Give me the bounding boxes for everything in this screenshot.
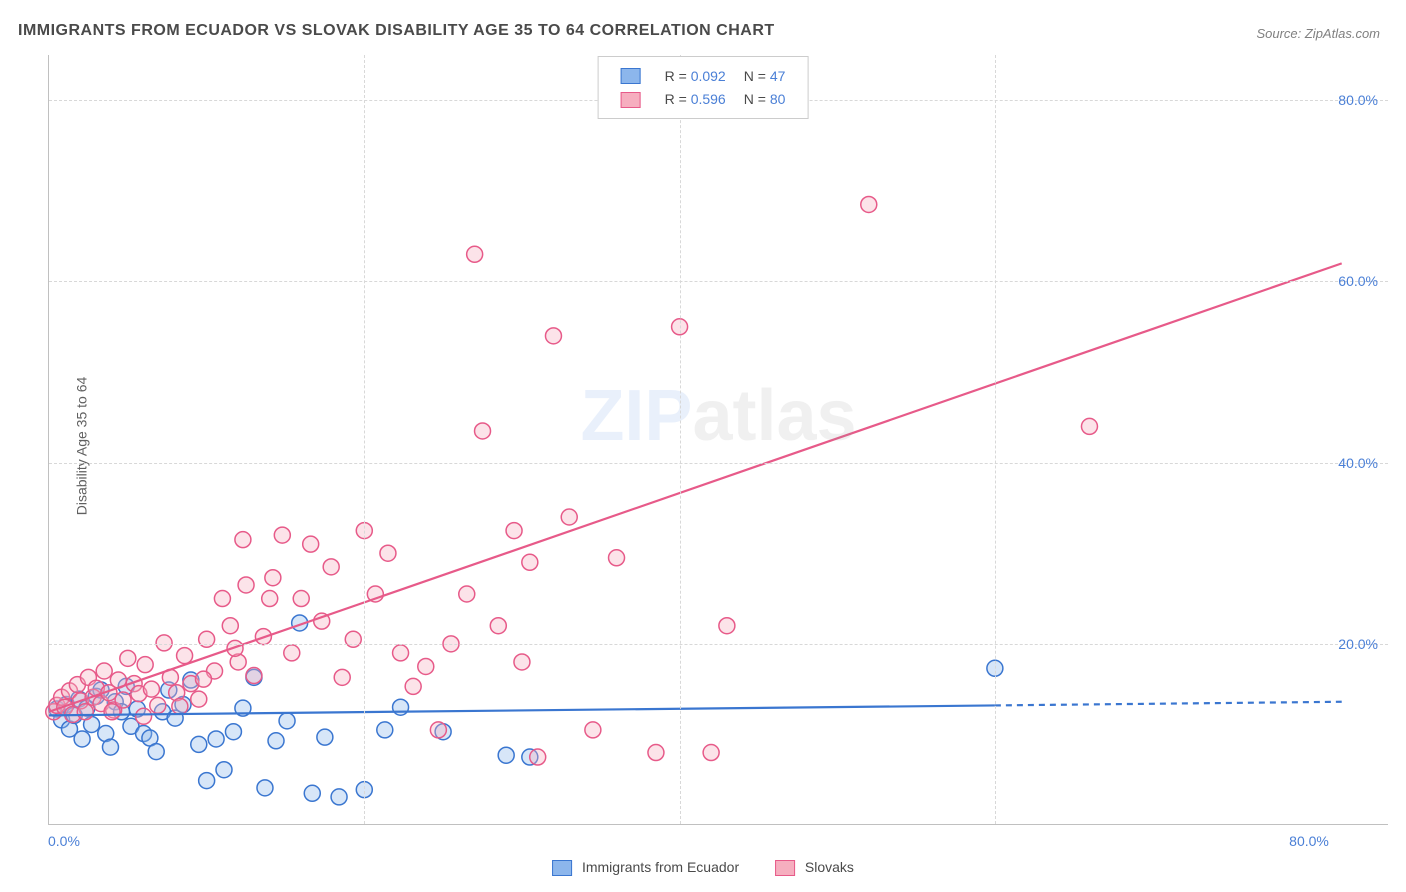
data-point	[246, 668, 262, 684]
data-point	[345, 631, 361, 647]
data-point	[104, 704, 120, 720]
data-point	[514, 654, 530, 670]
data-point	[317, 729, 333, 745]
chart-title: IMMIGRANTS FROM ECUADOR VS SLOVAK DISABI…	[18, 22, 775, 40]
data-point	[475, 423, 491, 439]
data-point	[274, 527, 290, 543]
x-tick-label-min: 0.0%	[48, 833, 80, 849]
data-point	[102, 739, 118, 755]
data-point	[380, 545, 396, 561]
data-point	[214, 591, 230, 607]
data-point	[545, 328, 561, 344]
data-point	[334, 669, 350, 685]
chart-svg	[49, 55, 1388, 824]
swatch-slovaks-icon	[621, 92, 641, 108]
data-point	[490, 618, 506, 634]
data-point	[304, 785, 320, 801]
data-point	[530, 749, 546, 765]
swatch-slovaks-bottom-icon	[775, 860, 795, 876]
plot-area: ZIPatlas 20.0%40.0%60.0%80.0%	[48, 55, 1388, 825]
data-point	[238, 577, 254, 593]
legend-label-slovaks: Slovaks	[805, 859, 854, 875]
data-point	[405, 678, 421, 694]
data-point	[609, 550, 625, 566]
stats-row-slovaks: R = 0.596 N = 80	[613, 88, 794, 109]
data-point	[265, 570, 281, 586]
r-value-slovaks: 0.596	[691, 91, 726, 107]
data-point	[323, 559, 339, 575]
data-point	[585, 722, 601, 738]
legend-item-ecuador: Immigrants from Ecuador	[552, 859, 739, 876]
data-point	[262, 591, 278, 607]
n-label-ecuador: N =	[744, 68, 766, 84]
stats-row-ecuador: R = 0.092 N = 47	[613, 65, 794, 86]
source-label: Source: ZipAtlas.com	[1256, 26, 1380, 41]
data-point	[143, 681, 159, 697]
data-point	[235, 532, 251, 548]
r-value-ecuador: 0.092	[691, 68, 726, 84]
data-point	[498, 747, 514, 763]
r-label-ecuador: R =	[665, 68, 687, 84]
data-point	[199, 631, 215, 647]
data-point	[120, 650, 136, 666]
data-point	[648, 745, 664, 761]
data-point	[303, 536, 319, 552]
data-point	[430, 722, 446, 738]
y-tick-label: 60.0%	[1338, 273, 1378, 289]
data-point	[172, 698, 188, 714]
data-point	[225, 724, 241, 740]
legend-label-ecuador: Immigrants from Ecuador	[582, 859, 739, 875]
swatch-ecuador-icon	[621, 68, 641, 84]
y-tick-label: 80.0%	[1338, 92, 1378, 108]
data-point	[199, 773, 215, 789]
data-point	[703, 745, 719, 761]
data-point	[284, 645, 300, 661]
data-point	[195, 671, 211, 687]
stats-legend: R = 0.092 N = 47 R = 0.596 N = 80	[598, 56, 809, 119]
data-point	[96, 663, 112, 679]
data-point	[293, 591, 309, 607]
y-tick-label: 40.0%	[1338, 455, 1378, 471]
data-point	[216, 762, 232, 778]
data-point	[459, 586, 475, 602]
x-tick-label-max: 80.0%	[1289, 833, 1329, 849]
n-label-slovaks: N =	[744, 91, 766, 107]
data-point	[208, 731, 224, 747]
data-point	[148, 744, 164, 760]
data-point	[1081, 418, 1097, 434]
data-point	[377, 722, 393, 738]
data-point	[136, 708, 152, 724]
swatch-ecuador-bottom-icon	[552, 860, 572, 876]
data-point	[257, 780, 273, 796]
data-point	[150, 697, 166, 713]
data-point	[191, 691, 207, 707]
series-legend: Immigrants from Ecuador Slovaks	[536, 859, 870, 876]
data-point	[522, 554, 538, 570]
trend-line-dashed	[995, 702, 1342, 706]
data-point	[467, 246, 483, 262]
r-label-slovaks: R =	[665, 91, 687, 107]
data-point	[268, 733, 284, 749]
n-value-slovaks: 80	[770, 91, 786, 107]
data-point	[222, 618, 238, 634]
n-value-ecuador: 47	[770, 68, 786, 84]
data-point	[418, 658, 434, 674]
data-point	[719, 618, 735, 634]
data-point	[279, 713, 295, 729]
data-point	[74, 731, 90, 747]
data-point	[191, 736, 207, 752]
y-tick-label: 20.0%	[1338, 636, 1378, 652]
data-point	[861, 196, 877, 212]
data-point	[331, 789, 347, 805]
data-point	[77, 704, 93, 720]
data-point	[137, 657, 153, 673]
data-point	[561, 509, 577, 525]
data-point	[506, 523, 522, 539]
data-point	[393, 645, 409, 661]
legend-item-slovaks: Slovaks	[775, 859, 854, 876]
data-point	[177, 648, 193, 664]
